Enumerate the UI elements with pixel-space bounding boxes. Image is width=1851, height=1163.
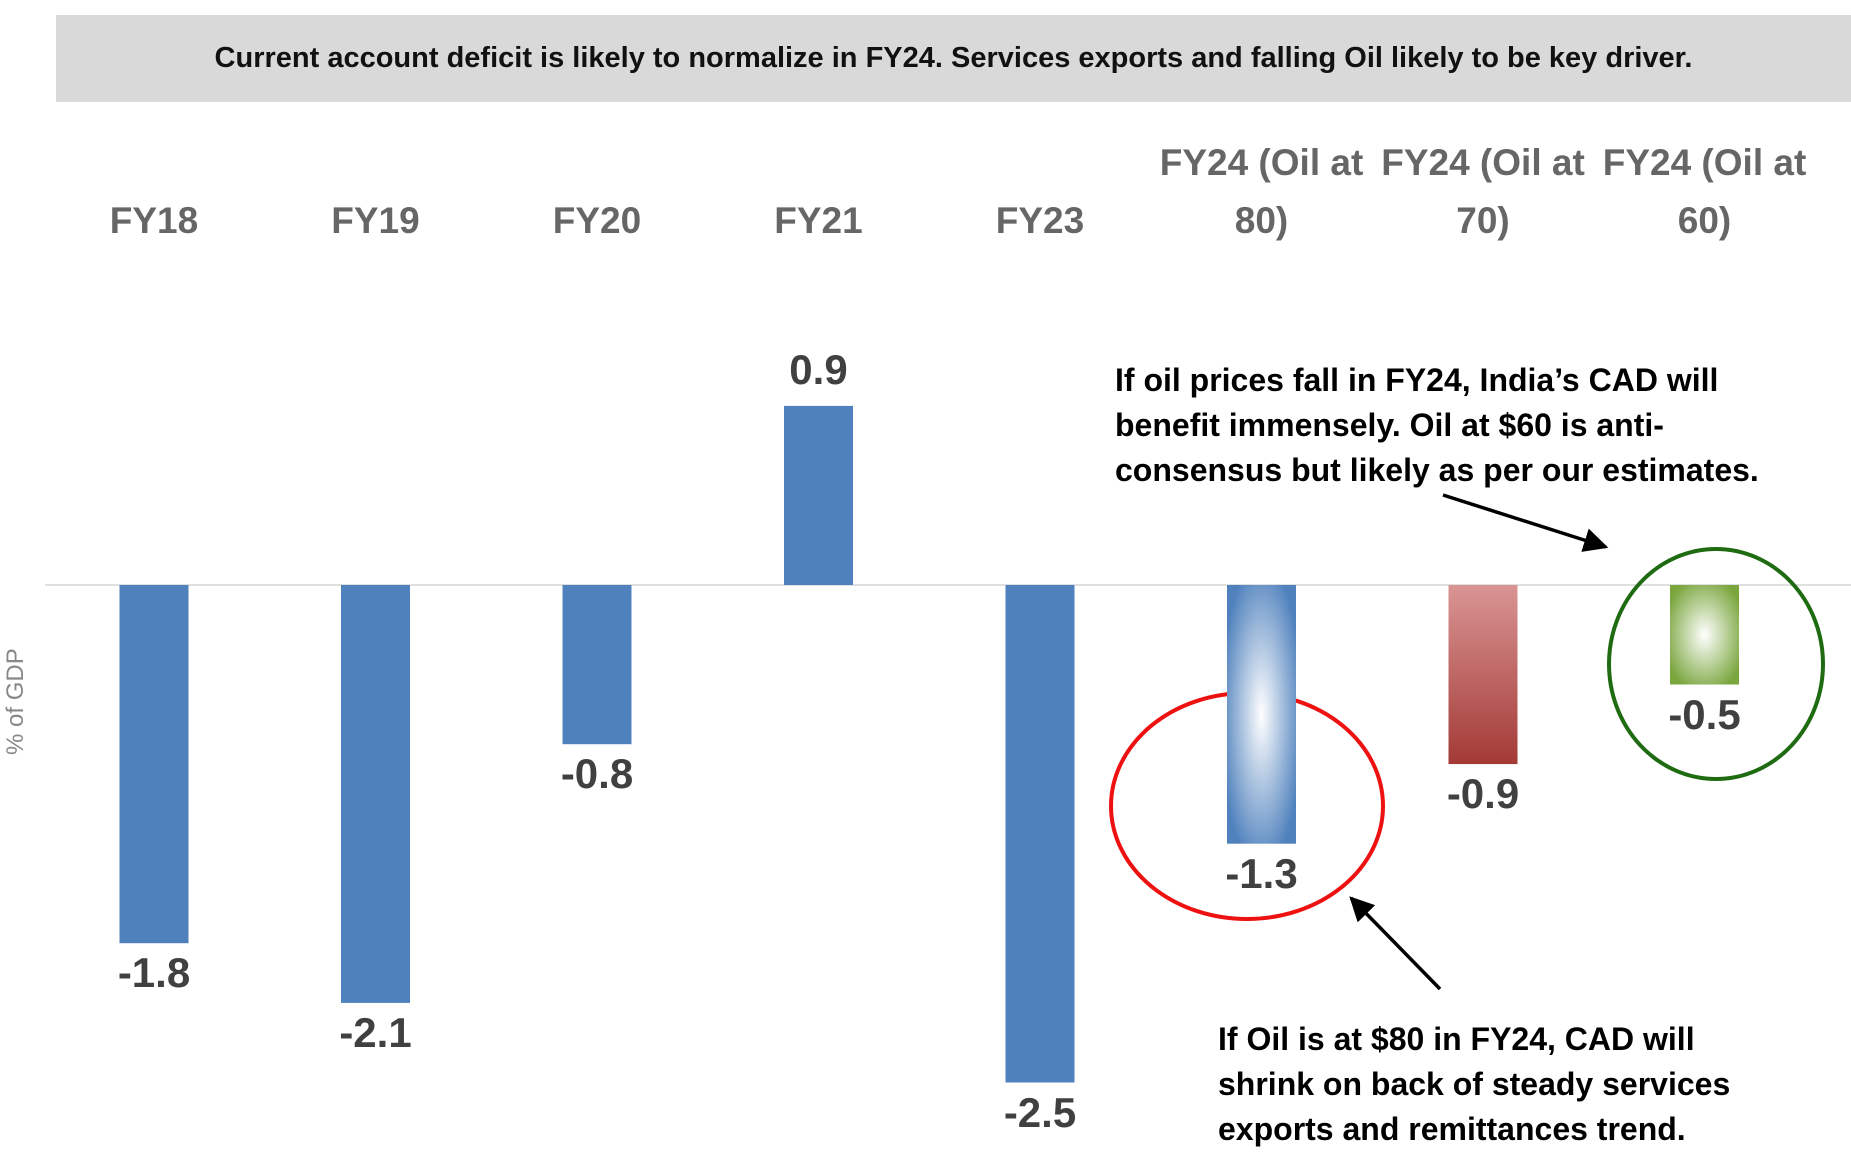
bar xyxy=(341,585,410,1003)
value-label: -2.5 xyxy=(1003,1088,1077,1136)
bar xyxy=(1670,585,1739,685)
bar xyxy=(1005,585,1075,1083)
chart-title: Current account deficit is likely to nor… xyxy=(56,15,1851,102)
x-tick-label: FY24 (Oil at 70) xyxy=(1381,142,1585,241)
arrow xyxy=(1442,493,1609,552)
annotation: If oil prices fall in FY24, India’s CAD … xyxy=(1115,362,1759,488)
bar xyxy=(562,585,632,745)
x-tick-label: FY21 xyxy=(774,200,863,241)
value-label: -1.3 xyxy=(1225,849,1298,897)
x-tick-label: FY24 (Oil at 60) xyxy=(1602,142,1807,241)
value-label: -1.8 xyxy=(117,949,191,997)
value-label: -0.5 xyxy=(1668,690,1741,738)
annotation: If Oil is at $80 in FY24, CAD will shrin… xyxy=(1218,1021,1731,1147)
x-tick-label: FY19 xyxy=(331,200,420,241)
value-label: -0.9 xyxy=(1446,770,1520,818)
arrow xyxy=(1349,896,1442,991)
value-label: -0.8 xyxy=(560,750,634,798)
value-label: -2.1 xyxy=(339,1008,412,1056)
highlight-circle xyxy=(1607,547,1825,781)
value-label: 0.9 xyxy=(789,345,848,393)
x-tick-label: FY24 (Oil at 80) xyxy=(1159,142,1364,241)
x-tick-label: FY18 xyxy=(109,200,199,241)
x-tick-label: FY23 xyxy=(995,200,1085,241)
bar xyxy=(784,405,853,585)
bar xyxy=(119,585,189,944)
bar xyxy=(1448,585,1518,765)
x-tick-label: FY20 xyxy=(552,200,642,241)
bar xyxy=(1227,585,1296,844)
